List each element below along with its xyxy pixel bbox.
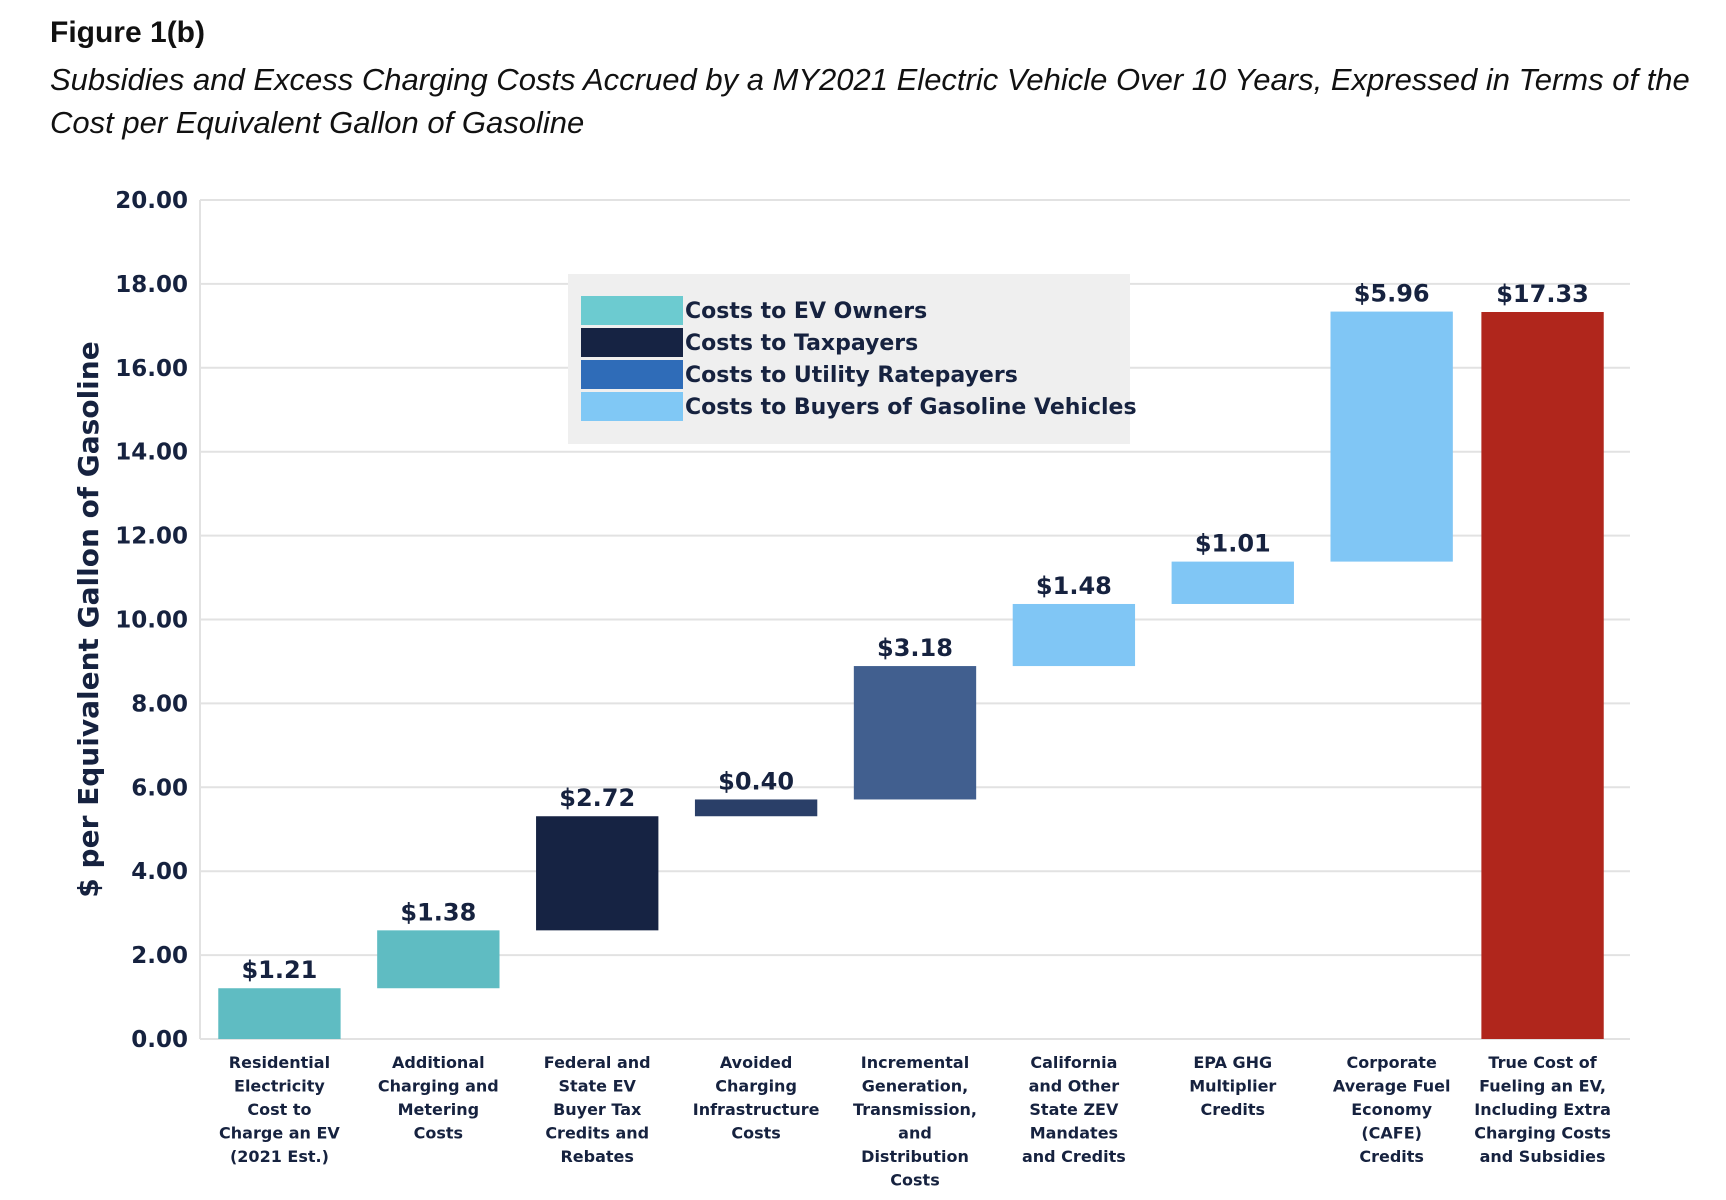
- x-category-label: Mandates: [1030, 1124, 1118, 1143]
- bar: [1330, 311, 1453, 562]
- y-tick-label: 10.00: [115, 608, 188, 634]
- legend-swatch: [581, 360, 683, 389]
- y-tick-label: 18.00: [115, 272, 188, 298]
- legend-swatch: [581, 296, 683, 325]
- legend-swatch: [581, 392, 683, 421]
- x-category-label: Average Fuel: [1333, 1077, 1451, 1096]
- x-category-label: and Other: [1029, 1077, 1120, 1096]
- x-category-label: (2021 Est.): [230, 1147, 329, 1166]
- x-category-label: Corporate: [1347, 1053, 1437, 1072]
- x-category-label: Electricity: [234, 1077, 325, 1096]
- y-tick-label: 14.00: [115, 440, 188, 466]
- x-category-label: Charging and: [378, 1077, 499, 1096]
- x-category-label: Avoided: [720, 1053, 792, 1072]
- bar: [377, 930, 500, 989]
- x-category-label: Buyer Tax: [553, 1100, 642, 1119]
- figure-label: Figure 1(b): [50, 16, 205, 49]
- data-label: $0.40: [718, 767, 794, 795]
- x-category-label: Costs: [890, 1171, 939, 1190]
- data-label: $2.72: [559, 784, 635, 812]
- bar: [1481, 312, 1604, 1040]
- legend-swatch: [581, 328, 683, 357]
- data-label: $1.38: [400, 898, 476, 926]
- x-category-label: Cost to: [247, 1100, 311, 1119]
- x-category-label: Multiplier: [1189, 1077, 1276, 1096]
- legend-label: Costs to EV Owners: [685, 299, 927, 324]
- legend-label: Costs to Buyers of Gasoline Vehicles: [685, 395, 1137, 420]
- legend-label: Costs to Taxpayers: [685, 331, 918, 356]
- bar: [1012, 603, 1136, 667]
- x-category-label: Rebates: [560, 1147, 633, 1166]
- x-category-label: Including Extra: [1474, 1100, 1611, 1119]
- x-category-label: Generation,: [862, 1077, 969, 1096]
- x-category-label: Charging: [715, 1077, 797, 1096]
- data-label: $17.33: [1496, 280, 1589, 308]
- x-category-label: and Credits: [1022, 1147, 1126, 1166]
- x-category-label: State EV: [559, 1077, 637, 1096]
- data-label: $3.18: [877, 634, 953, 662]
- data-label: $1.01: [1195, 530, 1271, 558]
- x-category-label: Federal and: [544, 1053, 651, 1072]
- x-category-label: Metering: [398, 1100, 480, 1119]
- y-tick-label: 12.00: [115, 524, 188, 550]
- x-category-label: Credits: [1200, 1100, 1265, 1119]
- x-category-label: and Subsidies: [1480, 1147, 1606, 1166]
- x-category-label: Distribution: [861, 1147, 969, 1166]
- chart-subtitle: Subsidies and Excess Charging Costs Accr…: [50, 62, 1690, 140]
- legend-label: Costs to Utility Ratepayers: [685, 363, 1018, 388]
- x-category-label: Costs: [414, 1124, 463, 1143]
- y-tick-label: 6.00: [131, 775, 188, 801]
- x-category-label: Charge an EV: [219, 1124, 340, 1143]
- x-category-label: and: [898, 1124, 932, 1143]
- x-category-label: Credits and: [545, 1124, 649, 1143]
- y-tick-label: 20.00: [115, 188, 188, 214]
- x-category-label: Incremental: [861, 1053, 969, 1072]
- x-category-label: Residential: [229, 1053, 330, 1072]
- x-category-label: Fueling an EV,: [1479, 1077, 1606, 1096]
- x-category-label: EPA GHG: [1193, 1053, 1272, 1072]
- bar: [853, 666, 977, 800]
- bar: [218, 988, 341, 1039]
- x-category-label: Transmission,: [853, 1100, 977, 1119]
- x-category-label: True Cost of: [1488, 1053, 1597, 1072]
- x-category-label: Economy: [1351, 1100, 1432, 1119]
- x-category-label: Credits: [1359, 1147, 1424, 1166]
- data-label: $1.21: [241, 956, 317, 984]
- data-label: $1.48: [1036, 572, 1112, 600]
- x-category-label: California: [1030, 1053, 1117, 1072]
- y-tick-label: 4.00: [131, 859, 188, 885]
- y-tick-label: 16.00: [115, 356, 188, 382]
- bar: [1171, 561, 1294, 604]
- x-category-label: (CAFE): [1361, 1124, 1422, 1143]
- bar: [694, 799, 818, 817]
- bar: [536, 816, 659, 931]
- x-category-label: Charging Costs: [1474, 1124, 1611, 1143]
- data-label: $5.96: [1354, 280, 1430, 308]
- x-category-label: Additional: [392, 1053, 485, 1072]
- x-category-label: State ZEV: [1029, 1100, 1119, 1119]
- x-category-label: Costs: [731, 1124, 780, 1143]
- y-tick-label: 0.00: [131, 1027, 188, 1053]
- y-tick-label: 2.00: [131, 943, 188, 969]
- y-axis-label: $ per Equivalent Gallon of Gasoline: [72, 341, 105, 897]
- y-tick-label: 8.00: [131, 691, 188, 717]
- x-category-label: Infrastructure: [693, 1100, 820, 1119]
